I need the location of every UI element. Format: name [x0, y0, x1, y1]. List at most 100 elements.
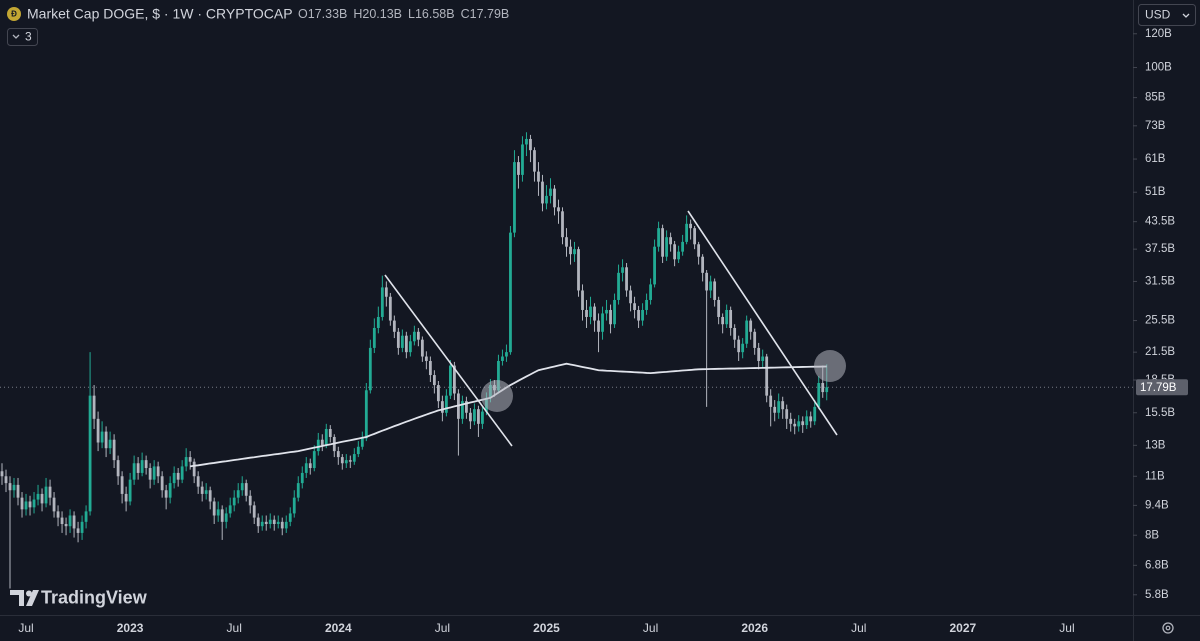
candle-body — [617, 272, 620, 300]
candle-body — [549, 188, 552, 196]
candle-body — [4, 476, 8, 484]
candle-body — [545, 195, 548, 204]
candle-body — [432, 375, 436, 386]
candle-body — [593, 306, 596, 321]
candle-body — [372, 327, 376, 348]
candle-body — [32, 499, 36, 508]
candle-body — [40, 493, 44, 504]
candle-body — [128, 479, 132, 502]
candle-body — [44, 486, 48, 504]
candle-body — [729, 309, 733, 328]
candle-body — [8, 483, 12, 491]
indicator-count: 3 — [25, 30, 32, 44]
drawings — [384, 210, 846, 447]
gear-icon[interactable] — [1162, 622, 1174, 634]
candle-body — [20, 497, 24, 510]
coin-icon-glyph: Ð — [11, 10, 17, 19]
candle-body — [172, 472, 176, 484]
candle-body — [168, 483, 172, 498]
candle-body — [557, 207, 560, 212]
currency-label: USD — [1145, 8, 1171, 22]
indicator-toggle-box[interactable] — [7, 28, 38, 46]
y-tick-label: 73B — [1145, 120, 1166, 132]
ohlc-key: C — [461, 7, 470, 21]
candle-body — [36, 493, 40, 500]
candle-body — [673, 244, 676, 260]
y-tick-label: 85B — [1145, 92, 1166, 104]
candle-body — [753, 331, 757, 348]
gear-hub — [1165, 625, 1171, 631]
candle-body — [152, 466, 156, 480]
candle-body — [813, 406, 817, 422]
candle-body — [116, 460, 120, 477]
candle-body — [200, 486, 204, 494]
candle-body — [701, 256, 705, 273]
candle-body — [621, 267, 624, 273]
candle-body — [665, 237, 668, 257]
time-axis-panel — [0, 615, 1133, 641]
watermark-logo: TradingView — [10, 587, 148, 607]
logo-dot — [26, 590, 32, 597]
candle-body — [256, 517, 260, 527]
candle-body — [589, 306, 592, 317]
candle-body — [797, 421, 801, 427]
x-tick-label: 2023 — [117, 621, 144, 635]
candle-body — [637, 309, 640, 321]
candle-body — [268, 519, 272, 525]
candle-body — [196, 476, 200, 487]
indicator-toggle[interactable]: 3 — [7, 28, 38, 46]
candle-body — [260, 521, 264, 527]
candle-body — [156, 466, 160, 477]
candle-body — [60, 517, 64, 525]
x-tick-label: Jul — [851, 621, 866, 635]
candle-body — [280, 521, 284, 529]
candle-body — [661, 228, 664, 257]
candle-body — [541, 181, 544, 204]
chevron — [12, 34, 20, 39]
candle-body — [569, 246, 572, 255]
y-tick-label: 31.5B — [1145, 275, 1175, 287]
candle-body — [452, 365, 456, 394]
y-tick-label: 5.8B — [1145, 589, 1169, 601]
candle-body — [400, 335, 404, 348]
candle-body — [344, 460, 348, 464]
candle-body — [681, 241, 685, 252]
candle-body — [236, 490, 240, 498]
chart-title: Market Cap DOGE, $ · 1W · CRYPTOCAP — [27, 6, 293, 22]
candle-body — [444, 395, 448, 413]
candle-body — [577, 249, 580, 291]
plot-area — [0, 132, 1133, 589]
y-tick-label: 15.5B — [1145, 407, 1175, 419]
candle-body — [809, 416, 813, 422]
candle-body — [412, 331, 416, 342]
candle-body — [733, 327, 737, 340]
y-tick-label: 8B — [1145, 529, 1159, 541]
ohlc-value: 20.13B — [362, 7, 402, 21]
candle-body — [380, 287, 384, 317]
candle-body — [216, 509, 220, 516]
candle-body — [529, 138, 532, 151]
candle-body — [785, 409, 789, 419]
candle-body — [88, 395, 92, 512]
x-tick-label: Jul — [227, 621, 242, 635]
candle-body — [144, 460, 148, 469]
x-tick-label: 2027 — [949, 621, 976, 635]
candle-body — [208, 490, 212, 502]
candle-body — [340, 457, 344, 464]
candle-body — [336, 451, 340, 458]
candle-body — [108, 439, 112, 449]
ohlc-key: H — [353, 7, 362, 21]
candle-body — [124, 493, 128, 502]
currency-box[interactable] — [1138, 4, 1196, 26]
candle-body — [653, 246, 656, 285]
candle-body — [184, 457, 188, 467]
candle-body — [104, 431, 108, 449]
candle-body — [737, 339, 741, 353]
y-tick-label: 25.5B — [1145, 315, 1175, 327]
settings-button[interactable] — [1162, 622, 1174, 634]
candle-body — [789, 418, 793, 424]
currency-selector[interactable]: USD — [1138, 4, 1196, 26]
